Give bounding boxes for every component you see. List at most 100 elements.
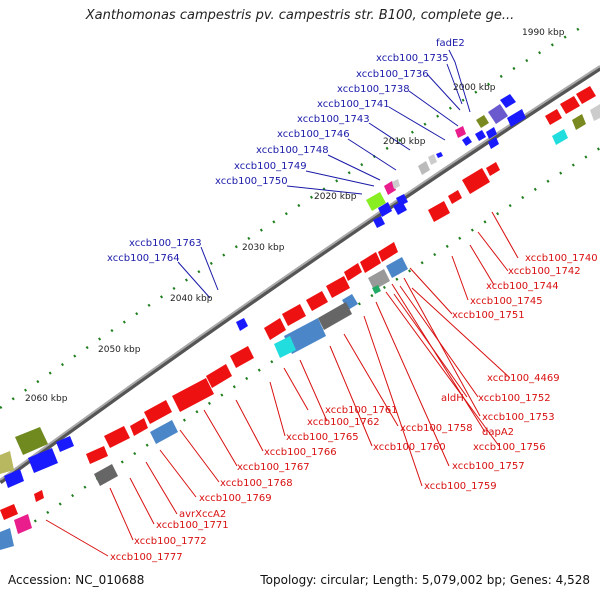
gene-feature[interactable] [560, 96, 580, 114]
gene-label[interactable]: xccb100_1764 [107, 253, 180, 264]
gene-feature[interactable] [28, 448, 58, 473]
gene-feature[interactable] [0, 451, 14, 474]
gene-feature[interactable] [0, 504, 18, 520]
gene-feature[interactable] [150, 420, 178, 444]
gene-feature[interactable] [396, 194, 408, 206]
gene-label[interactable]: xccb100_1741 [317, 99, 390, 110]
gene-feature[interactable] [576, 86, 596, 104]
gene-feature[interactable] [172, 378, 214, 412]
gene-label[interactable]: xccb100_1771 [156, 520, 229, 531]
gene-label[interactable]: xccb100_1748 [256, 145, 329, 156]
gene-feature[interactable] [306, 291, 328, 311]
gene-feature[interactable] [393, 201, 407, 215]
gene-label[interactable]: xccb100_1735 [376, 53, 449, 64]
gene-label[interactable]: xccb100_1736 [356, 69, 429, 80]
gene-label[interactable]: dapA2 [482, 427, 514, 438]
gene-feature[interactable] [373, 216, 385, 228]
gene-label[interactable]: xccb100_1756 [473, 442, 546, 453]
gene-feature[interactable] [34, 490, 44, 502]
gene-label[interactable]: xccb100_1766 [264, 447, 337, 458]
gene-label[interactable]: xccb100_1769 [199, 493, 272, 504]
gene-feature[interactable] [378, 202, 392, 217]
gene-feature[interactable] [230, 346, 254, 368]
gene-feature[interactable] [507, 109, 526, 127]
gene-label[interactable]: xccb100_4469 [487, 373, 560, 384]
gene-label[interactable]: xccb100_1738 [337, 84, 410, 95]
gene-label[interactable]: xccb100_1749 [234, 161, 307, 172]
gene-label[interactable]: aldH [441, 393, 464, 404]
gene-feature[interactable] [572, 114, 586, 130]
gene-feature[interactable] [56, 436, 74, 452]
gene-label[interactable]: fadE2 [436, 38, 465, 49]
gene-label[interactable]: xccb100_1743 [297, 114, 370, 125]
gene-feature[interactable] [462, 136, 472, 146]
gene-feature[interactable] [360, 252, 381, 273]
gene-label[interactable]: avrXccA2 [179, 509, 226, 520]
gene-label[interactable]: xccb100_1740 [525, 253, 598, 264]
gene-feature[interactable] [4, 469, 24, 488]
gene-feature[interactable] [274, 336, 296, 358]
gene-feature[interactable] [14, 514, 32, 534]
gene-label[interactable]: xccb100_1744 [486, 281, 559, 292]
gene-label[interactable]: xccb100_1750 [215, 176, 288, 187]
gene-label[interactable]: xccb100_1758 [400, 423, 473, 434]
gene-feature[interactable] [318, 302, 352, 330]
gene-feature[interactable] [488, 104, 508, 124]
gene-feature[interactable] [486, 127, 497, 139]
gene-feature[interactable] [366, 192, 386, 211]
gene-label[interactable]: xccb100_1763 [129, 238, 202, 249]
gene-feature[interactable] [0, 528, 14, 550]
gene-feature[interactable] [455, 126, 466, 138]
gene-feature[interactable] [428, 154, 437, 165]
gene-feature[interactable] [590, 104, 600, 121]
gene-label[interactable]: xccb100_1765 [286, 432, 359, 443]
gene-feature[interactable] [500, 94, 516, 108]
gene-label[interactable]: xccb100_1762 [307, 417, 380, 428]
gene-feature[interactable] [236, 318, 248, 331]
gene-feature[interactable] [130, 418, 148, 436]
gene-label[interactable]: xccb100_1772 [134, 536, 207, 547]
gene-feature[interactable] [545, 109, 562, 125]
gene-label[interactable]: xccb100_1761 [325, 405, 398, 416]
gene-feature[interactable] [475, 130, 486, 141]
gene-label[interactable]: xccb100_1777 [110, 552, 183, 563]
gene-feature[interactable] [206, 364, 232, 388]
gene-feature[interactable] [378, 242, 398, 262]
gene-feature[interactable] [436, 152, 443, 158]
gene-feature[interactable] [552, 129, 568, 145]
gene-feature[interactable] [488, 137, 499, 149]
gene-feature[interactable] [104, 426, 130, 448]
gene-feature[interactable] [368, 269, 390, 290]
tick-label: 2030 kbp [242, 243, 285, 253]
gene-label[interactable]: xccb100_1753 [482, 412, 555, 423]
gene-feature[interactable] [428, 201, 450, 222]
gene-feature[interactable] [462, 168, 490, 194]
gene-feature[interactable] [392, 179, 400, 189]
gene-label[interactable]: xccb100_1742 [508, 266, 581, 277]
gene-feature[interactable] [386, 257, 408, 278]
gene-feature[interactable] [418, 161, 430, 175]
gene-feature[interactable] [15, 427, 48, 455]
gene-label[interactable]: xccb100_1746 [277, 129, 350, 140]
gene-label[interactable]: xccb100_1767 [237, 462, 310, 473]
gene-label[interactable]: xccb100_1759 [424, 481, 497, 492]
gene-label[interactable]: xccb100_1757 [452, 461, 525, 472]
gene-feature[interactable] [486, 162, 500, 176]
gene-label[interactable]: xccb100_1760 [373, 442, 446, 453]
gene-label[interactable]: xccb100_1751 [452, 310, 525, 321]
gene-feature[interactable] [94, 464, 118, 486]
gene-feature[interactable] [86, 446, 108, 464]
gene-feature[interactable] [264, 318, 286, 340]
gene-feature[interactable] [448, 190, 462, 204]
gene-feature[interactable] [344, 263, 362, 281]
gene-feature[interactable] [282, 304, 306, 326]
gene-label[interactable]: xccb100_1768 [220, 478, 293, 489]
gene-feature[interactable] [372, 285, 381, 294]
gene-label[interactable]: xccb100_1752 [478, 393, 551, 404]
gene-feature[interactable] [144, 400, 172, 424]
gene-feature[interactable] [326, 276, 350, 298]
gene-feature[interactable] [476, 115, 489, 128]
gene-label[interactable]: xccb100_1745 [470, 296, 543, 307]
gene-feature[interactable] [284, 318, 326, 354]
